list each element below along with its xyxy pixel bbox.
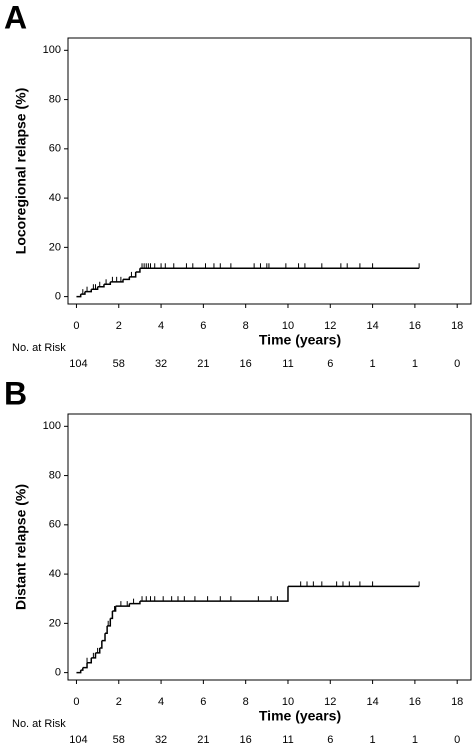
step-segment: [115, 603, 131, 607]
step-segment: [129, 601, 141, 605]
risk-count: 16: [240, 734, 252, 743]
risk-count: 21: [197, 358, 209, 370]
y-tick-label: 80: [49, 469, 61, 481]
x-tick-label: 14: [366, 696, 378, 708]
step-segment: [76, 294, 82, 298]
step-segment: [129, 271, 137, 278]
plot-frame: [67, 413, 472, 681]
step-segment: [82, 662, 88, 669]
risk-count: 1: [370, 358, 376, 370]
risk-count: 21: [197, 734, 209, 743]
step-segment: [135, 268, 141, 273]
x-tick-label: 8: [243, 320, 249, 332]
x-tick-label: 14: [366, 320, 378, 332]
step-segment: [112, 606, 117, 612]
x-tick-label: 12: [324, 320, 336, 332]
y-tick-label: 0: [55, 291, 61, 303]
risk-count: 11: [282, 358, 293, 370]
risk-count: 32: [155, 358, 167, 370]
risk-count: 104: [69, 734, 87, 743]
risk-count: 104: [69, 358, 87, 370]
x-tick-label: 0: [73, 696, 79, 708]
step-segment: [99, 640, 103, 649]
x-tick-label: 16: [409, 320, 421, 332]
y-tick-label: 100: [43, 44, 61, 56]
step-segment: [122, 276, 131, 281]
risk-count: 6: [327, 734, 333, 743]
risk-count: 0: [454, 358, 460, 370]
y-tick-label: 100: [43, 420, 61, 432]
x-tick-label: 4: [158, 696, 164, 708]
step-segment: [87, 657, 93, 664]
x-tick-label: 0: [73, 320, 79, 332]
step-segment: [84, 289, 93, 293]
step-segment: [107, 618, 112, 627]
step-segment: [80, 291, 86, 295]
risk-count: 16: [240, 358, 252, 370]
risk-count: 58: [113, 734, 125, 743]
step-segment: [76, 670, 82, 674]
risk-label: No. at Risk: [12, 718, 66, 730]
y-axis-title: Locoregional relapse (%): [13, 88, 29, 254]
risk-count: 1: [412, 358, 418, 370]
step-segment: [103, 281, 112, 286]
x-tick-label: 6: [200, 320, 206, 332]
risk-count: 1: [412, 734, 418, 743]
x-tick-label: 2: [116, 320, 122, 332]
risk-label: No. at Risk: [12, 342, 66, 354]
step-segment: [91, 652, 97, 659]
risk-count: 1: [370, 734, 376, 743]
x-tick-label: 2: [116, 696, 122, 708]
risk-count: 0: [454, 734, 460, 743]
x-tick-label: 6: [200, 696, 206, 708]
risk-count: 32: [155, 734, 167, 743]
x-axis-title: Time (years): [259, 332, 341, 348]
step-segment: [97, 284, 105, 288]
step-segment: [101, 633, 106, 642]
y-tick-label: 0: [55, 667, 61, 679]
step-segment: [110, 611, 114, 620]
panel-label: B: [4, 375, 27, 411]
step-segment: [91, 286, 99, 290]
risk-count: 11: [282, 734, 293, 743]
risk-count: 58: [113, 358, 125, 370]
y-tick-label: 20: [49, 241, 61, 253]
y-tick-label: 40: [49, 568, 61, 580]
x-tick-label: 4: [158, 320, 164, 332]
x-tick-label: 8: [243, 696, 249, 708]
x-tick-label: 18: [451, 320, 463, 332]
y-tick-label: 60: [49, 143, 61, 155]
step-segment: [105, 625, 108, 634]
x-tick-label: 12: [324, 696, 336, 708]
step-segment: [80, 667, 84, 671]
step-segment: [139, 586, 289, 602]
step-segment: [110, 279, 124, 283]
panel-label: A: [4, 0, 27, 35]
y-tick-label: 20: [49, 617, 61, 629]
risk-count: 6: [327, 358, 333, 370]
x-tick-label: 10: [282, 696, 294, 708]
y-tick-label: 60: [49, 519, 61, 531]
plot-frame: [67, 37, 472, 305]
x-tick-label: 16: [409, 696, 421, 708]
y-axis-title: Distant relapse (%): [13, 484, 29, 610]
step-segment: [95, 647, 101, 654]
x-axis-title: Time (years): [259, 708, 341, 724]
x-tick-label: 18: [451, 696, 463, 708]
x-tick-label: 10: [282, 320, 294, 332]
y-tick-label: 80: [49, 93, 61, 105]
y-tick-label: 40: [49, 192, 61, 204]
